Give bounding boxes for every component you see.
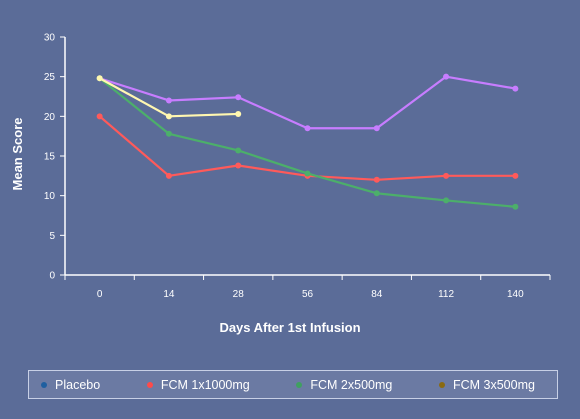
- data-point: [443, 197, 450, 204]
- y-tick-label: 25: [44, 72, 56, 83]
- data-point: [373, 190, 380, 197]
- legend-item-fcm-3x500mg: FCM 3x500mg: [438, 377, 535, 392]
- x-tick-label: 56: [302, 289, 314, 300]
- y-tick-label: 20: [44, 112, 56, 123]
- x-tick-label: 140: [507, 289, 524, 300]
- x-axis-title: Days After 1st Infusion: [219, 320, 360, 335]
- legend-marker-icon: [438, 381, 445, 388]
- data-point: [304, 125, 311, 132]
- data-point: [96, 113, 103, 120]
- data-point: [304, 170, 311, 177]
- data-point: [373, 176, 380, 183]
- y-tick-label: 15: [44, 152, 56, 163]
- y-tick-label: 10: [44, 191, 56, 202]
- y-tick-label: 0: [49, 271, 55, 282]
- legend-label: FCM 3x500mg: [452, 377, 535, 392]
- series-line-0: [99, 75, 516, 130]
- data-point: [235, 94, 242, 101]
- x-tick-label: 112: [438, 289, 454, 300]
- legend-item-fcm-2x500mg: FCM 2x500mg: [296, 378, 392, 392]
- data-point: [373, 125, 380, 132]
- legend-marker-icon: [296, 381, 303, 388]
- data-point: [512, 85, 519, 92]
- data-point: [165, 130, 172, 137]
- x-tick-label: 28: [233, 289, 245, 300]
- legend-marker-icon: [41, 381, 47, 388]
- data-point: [165, 113, 172, 120]
- legend: Placebo FCM 1x1000mg FCM 2x500mg FCM 3x5…: [28, 370, 558, 399]
- data-point: [235, 147, 242, 154]
- legend-item-placebo: Placebo: [41, 378, 100, 392]
- data-point: [512, 203, 519, 210]
- legend-item-fcm-1x1000mg: FCM 1x1000mg: [146, 377, 250, 392]
- data-point: [235, 110, 242, 117]
- y-tick-label: 5: [49, 231, 55, 242]
- plot-area: 0 5 10 15 20 25 30 0 14 28 56 84 112 140: [44, 33, 551, 300]
- x-tick-label: 0: [97, 289, 103, 300]
- legend-label: FCM 1x1000mg: [160, 377, 250, 392]
- y-tick-label: 30: [44, 33, 56, 44]
- legend-label: FCM 2x500mg: [310, 377, 393, 392]
- x-tick-label: 14: [163, 289, 175, 300]
- y-axis-title: Mean Score: [10, 118, 25, 191]
- x-tick-label: 84: [371, 289, 383, 300]
- data-point: [96, 75, 103, 82]
- data-point: [443, 172, 450, 179]
- data-point: [512, 172, 519, 179]
- legend-label: Placebo: [55, 377, 101, 392]
- data-point: [165, 172, 172, 179]
- data-point: [165, 97, 172, 104]
- data-point: [235, 162, 242, 169]
- data-point: [443, 73, 450, 80]
- legend-marker-icon: [146, 381, 153, 388]
